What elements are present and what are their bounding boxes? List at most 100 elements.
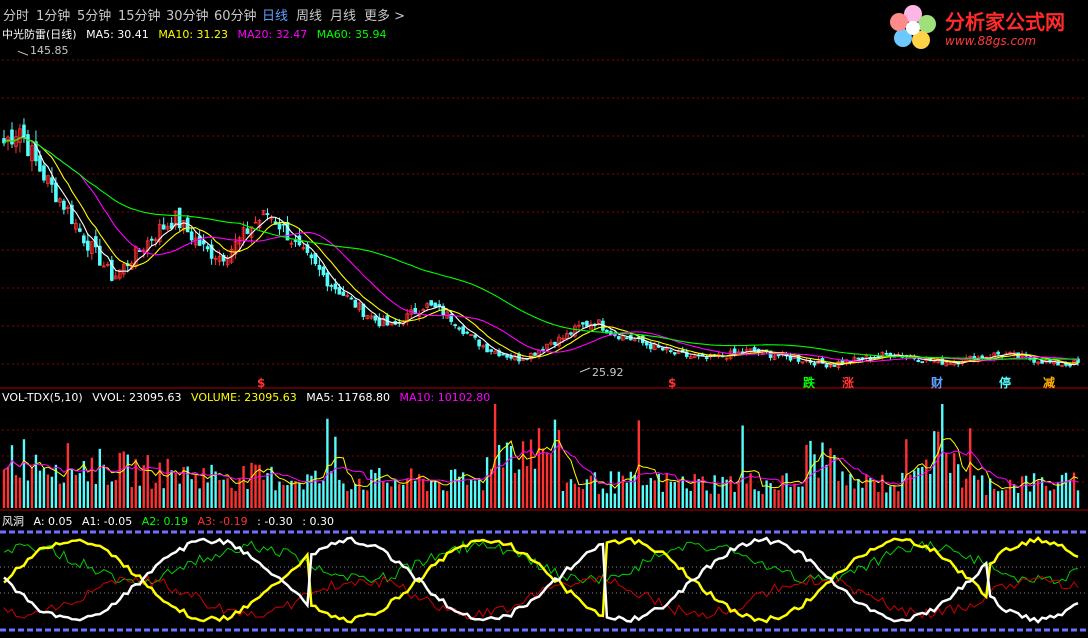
candle-body bbox=[648, 343, 653, 350]
candle-body bbox=[553, 341, 557, 346]
ma20-line bbox=[3, 137, 1079, 362]
candle-body bbox=[221, 254, 226, 262]
event-marker-reduce[interactable]: 减 bbox=[1043, 376, 1056, 390]
candle-body bbox=[14, 136, 18, 147]
candle-body bbox=[341, 291, 346, 296]
candle-body bbox=[457, 327, 461, 330]
candle-body bbox=[481, 345, 485, 348]
candle-body bbox=[66, 206, 70, 209]
candle-body bbox=[181, 220, 186, 231]
candle-body bbox=[585, 320, 589, 327]
candle-body bbox=[357, 302, 362, 310]
candle-body bbox=[425, 303, 430, 308]
a3-line bbox=[3, 574, 1079, 620]
candle-body bbox=[660, 347, 665, 351]
candle-body bbox=[34, 141, 38, 162]
event-marker-finance[interactable]: 财 bbox=[931, 376, 944, 390]
candle-body bbox=[209, 244, 214, 259]
tab-monthly[interactable]: 月线 bbox=[330, 9, 357, 24]
candle-body bbox=[561, 337, 565, 340]
candle-body bbox=[82, 235, 86, 244]
a1-line bbox=[3, 536, 1079, 624]
candle-body bbox=[668, 350, 673, 353]
candle-body bbox=[54, 182, 58, 203]
volume-ma5-line bbox=[3, 438, 1079, 490]
candle-body bbox=[944, 361, 949, 367]
candle-body bbox=[645, 341, 649, 346]
candle-body bbox=[569, 332, 573, 335]
ma60-value: MA60: 35.94 bbox=[316, 28, 387, 41]
candle-body bbox=[940, 358, 945, 365]
candle-body bbox=[505, 354, 509, 358]
s-marker[interactable]: $ bbox=[668, 376, 677, 390]
candle-body bbox=[62, 200, 66, 210]
vol-ma10-value: MA10: 10102.80 bbox=[399, 391, 491, 404]
candle-body bbox=[369, 315, 374, 319]
tab-timeshare[interactable]: 分时 bbox=[3, 9, 30, 24]
candle-body bbox=[253, 221, 258, 224]
ma60-line bbox=[3, 137, 1078, 360]
flower-logo-icon bbox=[890, 5, 936, 49]
candle-body bbox=[916, 359, 921, 362]
candle-body bbox=[724, 357, 729, 360]
candle-body bbox=[70, 204, 74, 224]
logo-url: www.88gs.com bbox=[945, 34, 1037, 48]
ref-low-value: : -0.30 bbox=[257, 515, 293, 528]
candle-body bbox=[381, 317, 386, 327]
low-marker-line bbox=[579, 367, 591, 373]
candle-body bbox=[617, 336, 621, 340]
candle-body bbox=[337, 287, 342, 295]
candle-body bbox=[948, 363, 953, 365]
s-marker[interactable]: $ bbox=[257, 376, 266, 390]
candle-body bbox=[233, 241, 238, 255]
candle-body bbox=[473, 334, 477, 338]
candle-body bbox=[557, 336, 561, 347]
candle-body bbox=[421, 309, 426, 311]
tab-60min[interactable]: 60分钟 bbox=[214, 9, 257, 24]
candle-body bbox=[413, 307, 418, 315]
candle-body bbox=[165, 225, 170, 230]
vol-ma5-value: MA5: 11768.80 bbox=[306, 391, 390, 404]
candle-body bbox=[161, 224, 166, 230]
tab-5min[interactable]: 5分钟 bbox=[77, 9, 112, 24]
candle-body bbox=[102, 265, 106, 268]
tab-daily[interactable]: 日线 bbox=[262, 9, 289, 24]
ma5-value: MA5: 30.41 bbox=[86, 28, 149, 41]
candle-body bbox=[732, 348, 737, 354]
candle-body bbox=[788, 355, 793, 361]
tab-30min[interactable]: 30分钟 bbox=[166, 9, 209, 24]
tab-15min[interactable]: 15分钟 bbox=[118, 9, 161, 24]
candle-body bbox=[117, 269, 122, 279]
tab-weekly[interactable]: 周线 bbox=[296, 9, 323, 24]
vol-indicator-name: VOL-TDX(5,10) bbox=[2, 391, 83, 404]
candle-body bbox=[6, 136, 10, 143]
event-marker-rise[interactable]: 涨 bbox=[842, 376, 855, 390]
candle-body bbox=[78, 228, 82, 232]
candle-body bbox=[106, 263, 110, 266]
candle-body bbox=[50, 177, 54, 185]
candle-body bbox=[349, 297, 354, 300]
candle-body bbox=[205, 246, 210, 250]
site-logo: 分析家公式网 www.88gs.com bbox=[885, 2, 1085, 52]
candle-body bbox=[333, 283, 338, 290]
event-marker-halt[interactable]: 停 bbox=[999, 376, 1012, 390]
grid-lines bbox=[0, 59, 1088, 632]
low-price-label: 25.92 bbox=[592, 366, 624, 379]
candle-body bbox=[217, 255, 222, 262]
volume-ma10-line bbox=[3, 444, 1079, 488]
tab-1min[interactable]: 1分钟 bbox=[36, 9, 71, 24]
candle-body bbox=[30, 145, 34, 162]
candle-body bbox=[884, 352, 889, 355]
event-marker-fall[interactable]: 跌 bbox=[803, 376, 816, 390]
candle-body bbox=[153, 238, 158, 242]
candle-body bbox=[792, 356, 797, 360]
candle-body bbox=[113, 275, 118, 280]
candle-body bbox=[201, 240, 206, 245]
candle-body bbox=[605, 329, 609, 334]
candle-body bbox=[26, 134, 30, 156]
volume-panel bbox=[2, 404, 1080, 508]
candle-body bbox=[245, 228, 250, 234]
tab-more[interactable]: 更多 > bbox=[364, 9, 406, 24]
candle-body bbox=[465, 331, 469, 334]
